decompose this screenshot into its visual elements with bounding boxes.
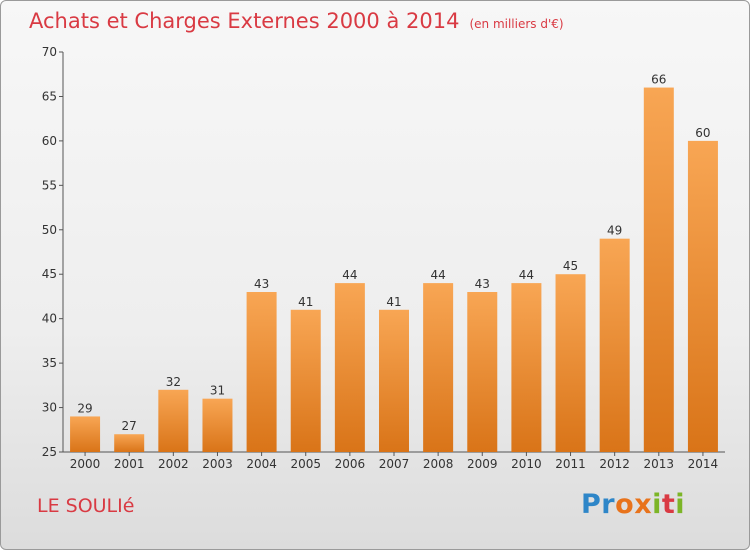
bar-2013	[643, 87, 674, 453]
bar-2009	[467, 292, 498, 452]
x-tick-label-2002: 2002	[158, 457, 189, 471]
bar-2000	[70, 416, 101, 452]
x-tick-label-2003: 2003	[202, 457, 233, 471]
logo-letter: r	[601, 489, 616, 520]
value-label-2012: 49	[607, 224, 622, 238]
y-tick-label: 50	[42, 223, 57, 237]
x-tick-label-2009: 2009	[467, 457, 498, 471]
y-tick-label: 35	[42, 356, 57, 370]
bar-2014	[687, 140, 718, 452]
x-tick-label-2011: 2011	[555, 457, 586, 471]
value-label-2008: 44	[430, 268, 445, 282]
y-tick-label: 55	[42, 178, 57, 192]
bar-2005	[290, 309, 321, 452]
logo-letter: P	[581, 489, 602, 520]
value-label-2003: 31	[210, 384, 225, 398]
x-tick-label-2005: 2005	[290, 457, 321, 471]
bar-2010	[511, 283, 542, 452]
x-tick-label-2004: 2004	[246, 457, 277, 471]
x-tick-label-2010: 2010	[511, 457, 542, 471]
value-label-2007: 41	[386, 295, 401, 309]
y-tick-label: 40	[42, 312, 57, 326]
bar-2011	[555, 274, 586, 452]
chart-axes: 25 30 35 40 45 50 55 60 65 70 2000 2001 2002 2003 2004…	[42, 45, 725, 471]
value-label-2011: 45	[563, 259, 578, 273]
y-tick-label: 65	[42, 89, 57, 103]
value-label-2004: 43	[254, 277, 269, 291]
bar-2001	[114, 434, 145, 452]
commune-name: LE SOULIé	[37, 495, 135, 517]
proxiti-logo[interactable]: Proxiti	[581, 489, 685, 520]
x-tick-label-2006: 2006	[335, 457, 366, 471]
value-label-2006: 44	[342, 268, 357, 282]
logo-letter: o	[615, 489, 635, 520]
value-label-2013: 66	[651, 73, 666, 87]
chart-title-unit: (en milliers d'€)	[469, 17, 564, 31]
bar-2003	[202, 398, 233, 452]
x-tick-label-2013: 2013	[644, 457, 675, 471]
logo-letter: t	[661, 489, 676, 520]
value-label-2005: 41	[298, 295, 313, 309]
bar-2007	[379, 309, 409, 452]
x-tick-label-2008: 2008	[423, 457, 454, 471]
y-tick-label: 60	[42, 134, 57, 148]
x-tick-label-2000: 2000	[70, 457, 101, 471]
value-label-2001: 27	[122, 419, 137, 433]
logo-letter: i	[675, 489, 686, 520]
value-label-2002: 32	[166, 375, 181, 389]
y-tick-label: 30	[42, 401, 57, 415]
bar-2008	[423, 283, 454, 452]
x-tick-label-2014: 2014	[688, 457, 719, 471]
chart-bars	[70, 87, 718, 453]
logo-letter: x	[634, 489, 653, 520]
x-tick-label-2012: 2012	[599, 457, 630, 471]
y-tick-label: 45	[42, 267, 57, 281]
logo-letter: i	[652, 489, 662, 520]
chart-title: Achats et Charges Externes 2000 à 2014 (e…	[29, 9, 564, 33]
value-label-2010: 44	[519, 268, 534, 282]
value-label-2000: 29	[77, 401, 92, 415]
bar-2002	[158, 389, 189, 452]
bar-2004	[246, 292, 277, 452]
x-tick-label-2007: 2007	[379, 457, 410, 471]
value-label-2009: 43	[475, 277, 490, 291]
bar-2006	[334, 283, 365, 452]
x-tick-label-2001: 2001	[114, 457, 145, 471]
value-label-2014: 60	[695, 126, 710, 140]
y-tick-label: 70	[42, 45, 57, 59]
chart-title-main: Achats et Charges Externes 2000 à 2014	[29, 9, 460, 33]
chart-value-labels: 29 27 32 31 43 41 44 41 44 43 44 45 49 66 60	[77, 73, 710, 434]
y-tick-label: 25	[42, 445, 57, 459]
bar-2012	[599, 238, 630, 452]
